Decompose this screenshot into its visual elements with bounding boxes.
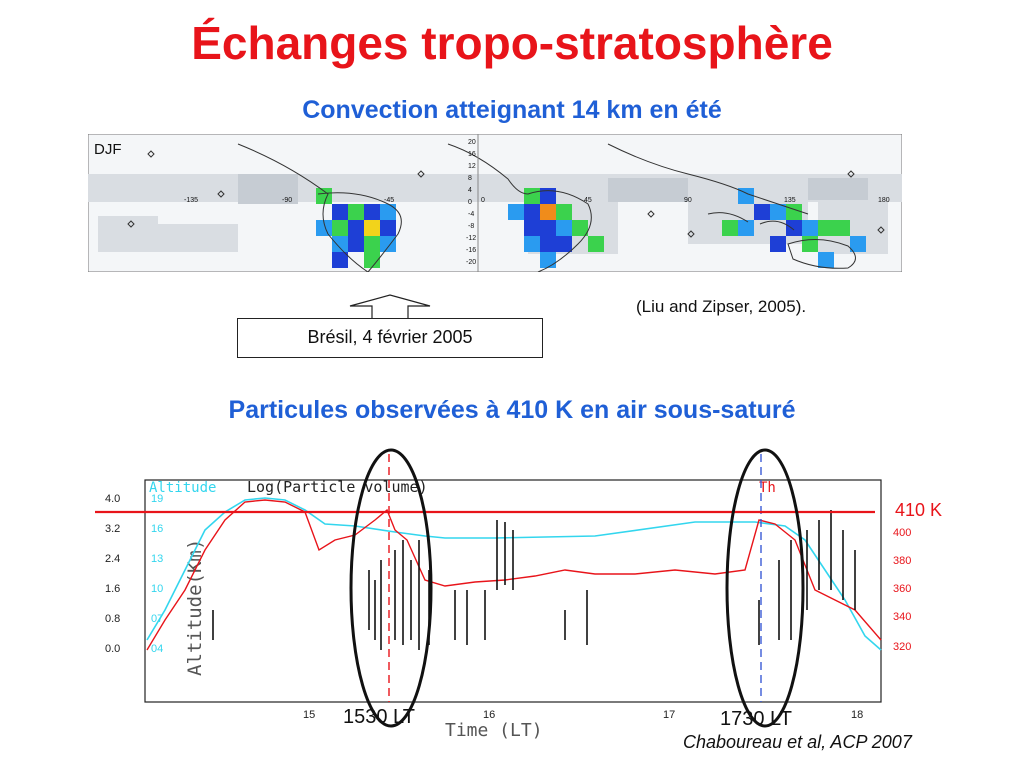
- subtitle-particules: Particules observées à 410 K en air sous…: [228, 396, 796, 424]
- lon-tick: 180: [878, 197, 890, 204]
- altitude-tick: 04: [151, 643, 163, 655]
- left-tick: 2.4: [105, 553, 120, 565]
- yaxis-label: Altitude(Km): [184, 539, 206, 676]
- x-tick: 16: [483, 709, 495, 721]
- label-1730-lt: 1730 LT: [720, 708, 792, 730]
- altitude-tick: 19: [151, 493, 163, 505]
- altitude-tick: 10: [151, 583, 163, 595]
- legend-altitude: Altitude: [149, 480, 216, 496]
- slide-title: Échanges tropo-stratosphère: [191, 17, 833, 69]
- lon-tick: 0: [481, 197, 485, 204]
- theta-tick: 360: [893, 583, 911, 595]
- left-tick: 0.0: [105, 643, 120, 655]
- citation-chaboureau: Chaboureau et al, ACP 2007: [683, 732, 912, 752]
- lon-tick: 45: [584, 197, 592, 204]
- altitude-tick: 07: [151, 613, 163, 625]
- theta-tick: 380: [893, 555, 911, 567]
- altitude-tick: 16: [151, 523, 163, 535]
- left-tick: 0.8: [105, 613, 120, 625]
- lon-tick: -90: [282, 197, 292, 204]
- left-tick: 3.2: [105, 523, 120, 535]
- legend-theta: Th: [759, 480, 776, 496]
- altitude-tick: 13: [151, 553, 163, 565]
- subtitle-convection: Convection atteignant 14 km en été: [302, 96, 722, 124]
- lat-tick: 8: [468, 175, 472, 182]
- xaxis-label: Time (LT): [445, 720, 543, 740]
- lon-tick: 135: [784, 197, 796, 204]
- lon-tick: -45: [384, 197, 394, 204]
- left-tick: 4.0: [105, 493, 120, 505]
- theta-tick: 400: [893, 527, 911, 539]
- callout-arrow-icon: [349, 294, 431, 320]
- x-tick: 17: [663, 709, 675, 721]
- citation-liu-zipser: (Liu and Zipser, 2005).: [636, 297, 807, 316]
- lat-tick: -20: [466, 259, 476, 266]
- label-410k: 410 K: [895, 500, 943, 520]
- lat-tick: 20: [468, 139, 476, 146]
- lat-tick: 4: [468, 187, 472, 194]
- left-tick: 1.6: [105, 583, 120, 595]
- convection-map: DJF 20 16 12 8 4 0 -4 -8 -12 -16 -20 -13…: [88, 134, 902, 272]
- callout-label: Brésil, 4 février 2005: [307, 327, 473, 347]
- season-label: DJF: [94, 141, 122, 158]
- callout-box: [237, 318, 543, 358]
- label-1530-lt: 1530 LT: [343, 706, 415, 728]
- lat-tick: -8: [468, 223, 474, 230]
- lat-tick: -4: [468, 211, 474, 218]
- theta-tick: 320: [893, 641, 911, 653]
- theta-tick: 340: [893, 611, 911, 623]
- time-series-plot: Altitude Log(Particle volume) Th 4.0 3.2…: [95, 448, 911, 740]
- lon-tick: -135: [184, 197, 198, 204]
- lat-tick: 12: [468, 163, 476, 170]
- lat-tick: -16: [466, 247, 476, 254]
- x-tick: 18: [851, 709, 863, 721]
- x-tick: 15: [303, 709, 315, 721]
- lat-tick: 0: [468, 199, 472, 206]
- legend-particle-volume: Log(Particle volume): [247, 478, 428, 496]
- lon-tick: 90: [684, 197, 692, 204]
- lat-tick: 16: [468, 151, 476, 158]
- lat-tick: -12: [466, 235, 476, 242]
